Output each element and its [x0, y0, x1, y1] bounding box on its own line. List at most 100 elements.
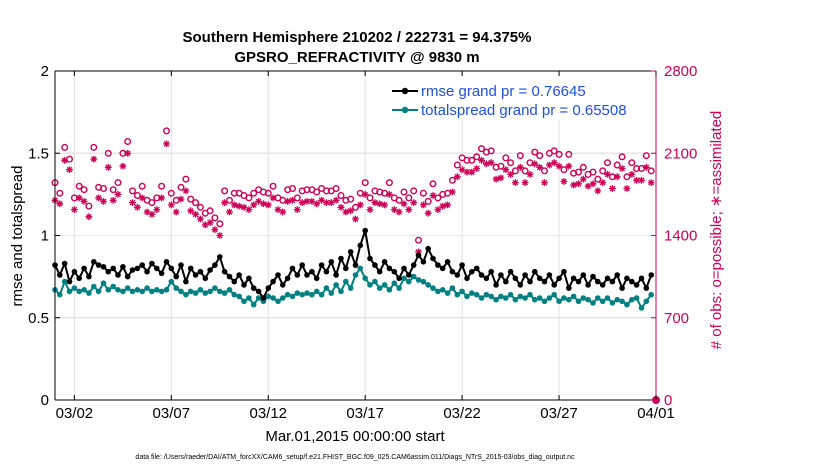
series-1-point: [483, 291, 490, 298]
obs-assimilated-point: [376, 200, 384, 208]
obs-assimilated-point: [400, 200, 408, 208]
series-0-point: [139, 262, 145, 268]
obs-assimilated-point: [85, 213, 93, 221]
series-0-point: [270, 278, 276, 285]
series-1-point: [333, 282, 339, 288]
series-0-point: [260, 295, 267, 301]
series-0-point: [76, 275, 82, 282]
obs-assimilated-point: [633, 176, 640, 184]
obs-assimilated-point: [138, 194, 146, 202]
obs-assimilated-point: [483, 160, 490, 168]
series-1-point: [459, 288, 465, 295]
series-1-point: [236, 293, 242, 300]
obs-assimilated-point: [56, 200, 64, 208]
series-1-point: [284, 291, 291, 298]
obs-possible-point: [560, 166, 568, 174]
series-1-point: [275, 298, 281, 305]
chart-subtitle: GPSRO_REFRACTIVITY @ 9830 m: [234, 49, 479, 66]
series-1-point: [91, 283, 97, 290]
y-axis-right-ticks: 0 700 1400 2100 2800: [651, 63, 697, 409]
obs-possible-point: [415, 236, 423, 244]
obs-assimilated-point: [293, 206, 301, 213]
series-0-point: [255, 288, 262, 295]
series-1-point: [561, 295, 567, 301]
obs-possible-point: [158, 182, 166, 190]
series-0-point: [168, 265, 175, 272]
obs-assimilated-point: [221, 199, 228, 206]
series-0-point: [406, 272, 412, 278]
series-0-point: [124, 273, 131, 280]
series-0-point: [536, 275, 543, 282]
series-1-point: [619, 298, 625, 305]
obs-assimilated-point: [531, 160, 539, 168]
series-1-point: [76, 288, 82, 295]
series-0-point: [561, 268, 567, 275]
obs-assimilated-point: [342, 208, 350, 216]
obs-assimilated-point: [541, 179, 548, 186]
obs-possible-point: [468, 156, 476, 164]
obs-assimilated-point: [216, 232, 224, 239]
series-0-point: [638, 275, 645, 282]
obs-possible-point: [148, 199, 156, 207]
series-0-point: [100, 264, 107, 270]
obs-assimilated-point: [589, 180, 597, 188]
y2-tick-label: 1400: [664, 228, 697, 245]
y2-tick-label: 2800: [664, 63, 697, 80]
series-1-point: [289, 293, 296, 300]
series-0-point: [81, 265, 87, 272]
series-0-point: [323, 268, 330, 275]
obs-assimilated-point: [584, 182, 592, 190]
obs-assimilated-point: [313, 200, 321, 208]
series-0-point: [556, 275, 562, 282]
series-1-point: [556, 298, 562, 305]
series-0-point: [493, 282, 499, 288]
series-1-point: [376, 285, 383, 291]
series-0-point: [318, 262, 325, 268]
obs-possible-point: [594, 175, 602, 183]
obs-assimilated-point: [332, 196, 340, 204]
obs-assimilated-point: [536, 163, 544, 171]
obs-possible-point: [177, 183, 185, 191]
series-1-point: [197, 287, 204, 293]
obs-assimilated-point: [308, 198, 316, 205]
x-tick-label: 03/17: [346, 405, 384, 422]
series-1-point: [604, 295, 611, 301]
series-1-point: [86, 290, 92, 296]
obs-assimilated-point: [468, 168, 476, 176]
series-0-point: [66, 278, 73, 285]
series-0-point: [512, 275, 519, 282]
series-1-group: [52, 265, 654, 311]
obs-assimilated-point: [289, 196, 296, 204]
series-0-point: [532, 268, 538, 275]
obs-possible-point: [463, 156, 471, 164]
series-0-point: [134, 265, 141, 272]
obs-possible-point: [124, 137, 132, 145]
obs-possible-point: [429, 180, 437, 188]
series-0-point: [294, 272, 301, 278]
x-tick-label: 03/22: [443, 405, 481, 422]
series-1-point: [173, 285, 179, 291]
series-1-point: [313, 288, 320, 295]
series-0-point: [265, 285, 272, 291]
obs-possible-point: [531, 148, 539, 156]
obs-assimilated-point: [245, 206, 253, 213]
obs-assimilated-point: [284, 198, 291, 205]
obs-assimilated-point: [327, 199, 335, 206]
series-1-point: [386, 287, 393, 293]
series-1-point: [270, 295, 276, 301]
obs-assimilated-point: [129, 199, 136, 206]
obs-assimilated-point: [356, 201, 364, 209]
y2-tick-label: 700: [664, 310, 689, 327]
obs-assimilated-point: [429, 192, 437, 199]
series-0-point: [299, 262, 306, 268]
series-0-point: [488, 268, 495, 275]
series-1-point: [347, 285, 354, 291]
obs-possible-point: [109, 186, 117, 194]
series-0-point: [541, 278, 548, 285]
series-0-point: [464, 275, 470, 282]
series-0-point: [61, 260, 68, 267]
obs-assimilated-point: [371, 199, 379, 206]
chart-title: Southern Hemisphere 210202 / 222731 = 94…: [183, 29, 532, 46]
series-0-point: [347, 249, 354, 255]
series-1-point: [202, 290, 209, 296]
